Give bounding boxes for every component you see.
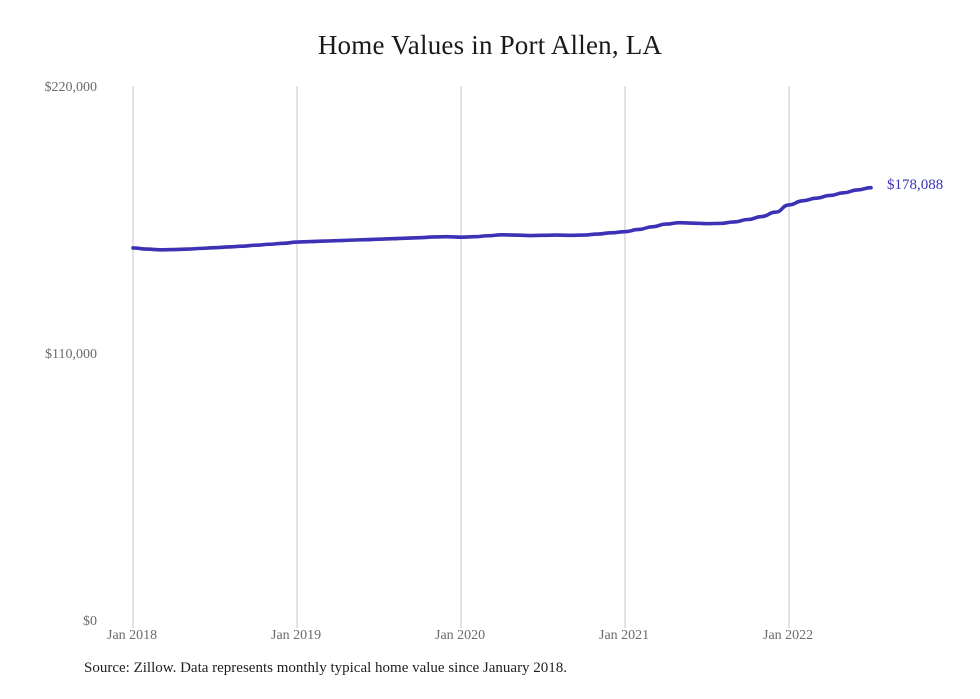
x-axis-tick-label: Jan 2021 xyxy=(599,628,649,643)
y-axis-tick-label: $110,000 xyxy=(45,347,97,362)
y-axis-tick-label: $220,000 xyxy=(45,80,98,95)
data-line-series xyxy=(131,185,873,252)
chart-title: Home Values in Port Allen, LA xyxy=(317,30,663,60)
x-axis-tick-label: Jan 2020 xyxy=(435,628,485,643)
x-axis-tick-label: Jan 2018 xyxy=(107,628,157,643)
axis-tickmarks xyxy=(132,620,790,628)
end-value-annotation: $178,088 xyxy=(887,176,944,193)
x-axis-tick-label: Jan 2022 xyxy=(763,628,813,643)
x-axis-labels: Jan 2018 Jan 2019 Jan 2020 Jan 2021 Jan 2022 xyxy=(107,628,813,643)
gridlines xyxy=(132,86,790,620)
x-axis-tick-label: Jan 2019 xyxy=(271,628,321,643)
y-axis-labels: $0 $110,000 $220,000 xyxy=(45,80,98,629)
source-note: Source: Zillow. Data represents monthly … xyxy=(84,660,568,676)
y-axis-tick-label: $0 xyxy=(83,614,97,629)
